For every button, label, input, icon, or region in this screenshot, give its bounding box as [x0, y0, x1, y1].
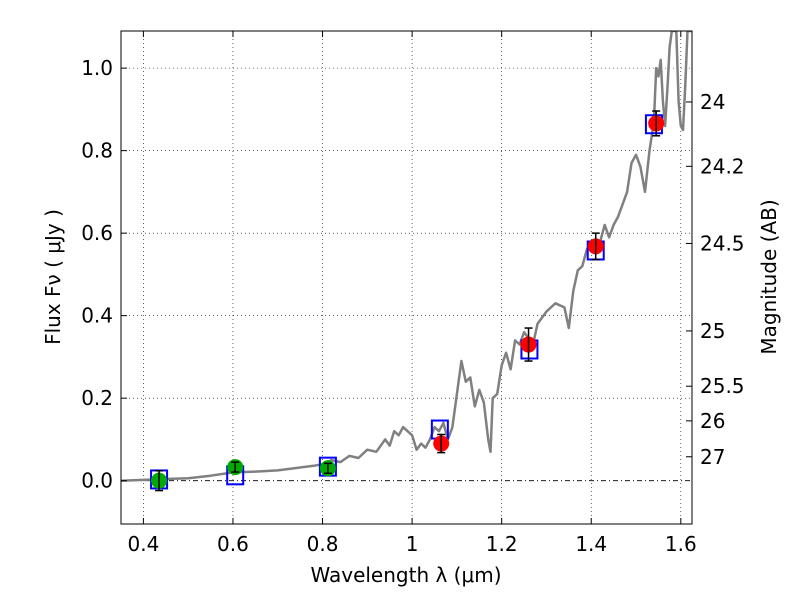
x-tick-label: 1.2 [486, 532, 518, 556]
y-tick-label: 0.2 [81, 386, 113, 410]
data-layer [121, 31, 692, 492]
y-tick-label: 0.6 [81, 221, 113, 245]
y2-tick-label: 26 [700, 409, 725, 433]
y-tick-label: 0.0 [81, 469, 113, 493]
plot-frame [120, 30, 693, 525]
y-tick-label: 0.4 [81, 304, 113, 328]
y2-tick-label: 24.2 [700, 154, 745, 178]
y-tick-label: 1.0 [81, 56, 113, 80]
x-tick-label: 1.6 [665, 532, 697, 556]
x-tick-label: 1.4 [575, 532, 607, 556]
x-tick-label: 0.4 [127, 532, 159, 556]
x-tick-label: 0.6 [217, 532, 249, 556]
y2-tick-label: 25.5 [700, 374, 745, 398]
x-tick-label: 0.8 [307, 532, 339, 556]
y-axis-label: Flux Fν ( μJy ) [41, 209, 65, 345]
grid-lines [121, 31, 692, 524]
y2-tick-label: 27 [700, 445, 725, 469]
y2-tick-label: 24 [700, 90, 725, 114]
y2-axis-label: Magnitude (AB) [757, 199, 781, 354]
y-tick-label: 0.8 [81, 139, 113, 163]
axis-ticks: 0.4 0.6 0.8 1 1.2 1.4 1.6 0.0 0.2 0.4 0.6 0.8 1.0 24 2… [81, 31, 745, 556]
x-tick-label: 1 [406, 532, 419, 556]
spectrum-line [121, 31, 692, 482]
x-axis-label: Wavelength λ (μm) [310, 563, 501, 587]
y2-tick-label: 24.5 [700, 231, 745, 255]
y2-tick-label: 25 [700, 319, 725, 343]
